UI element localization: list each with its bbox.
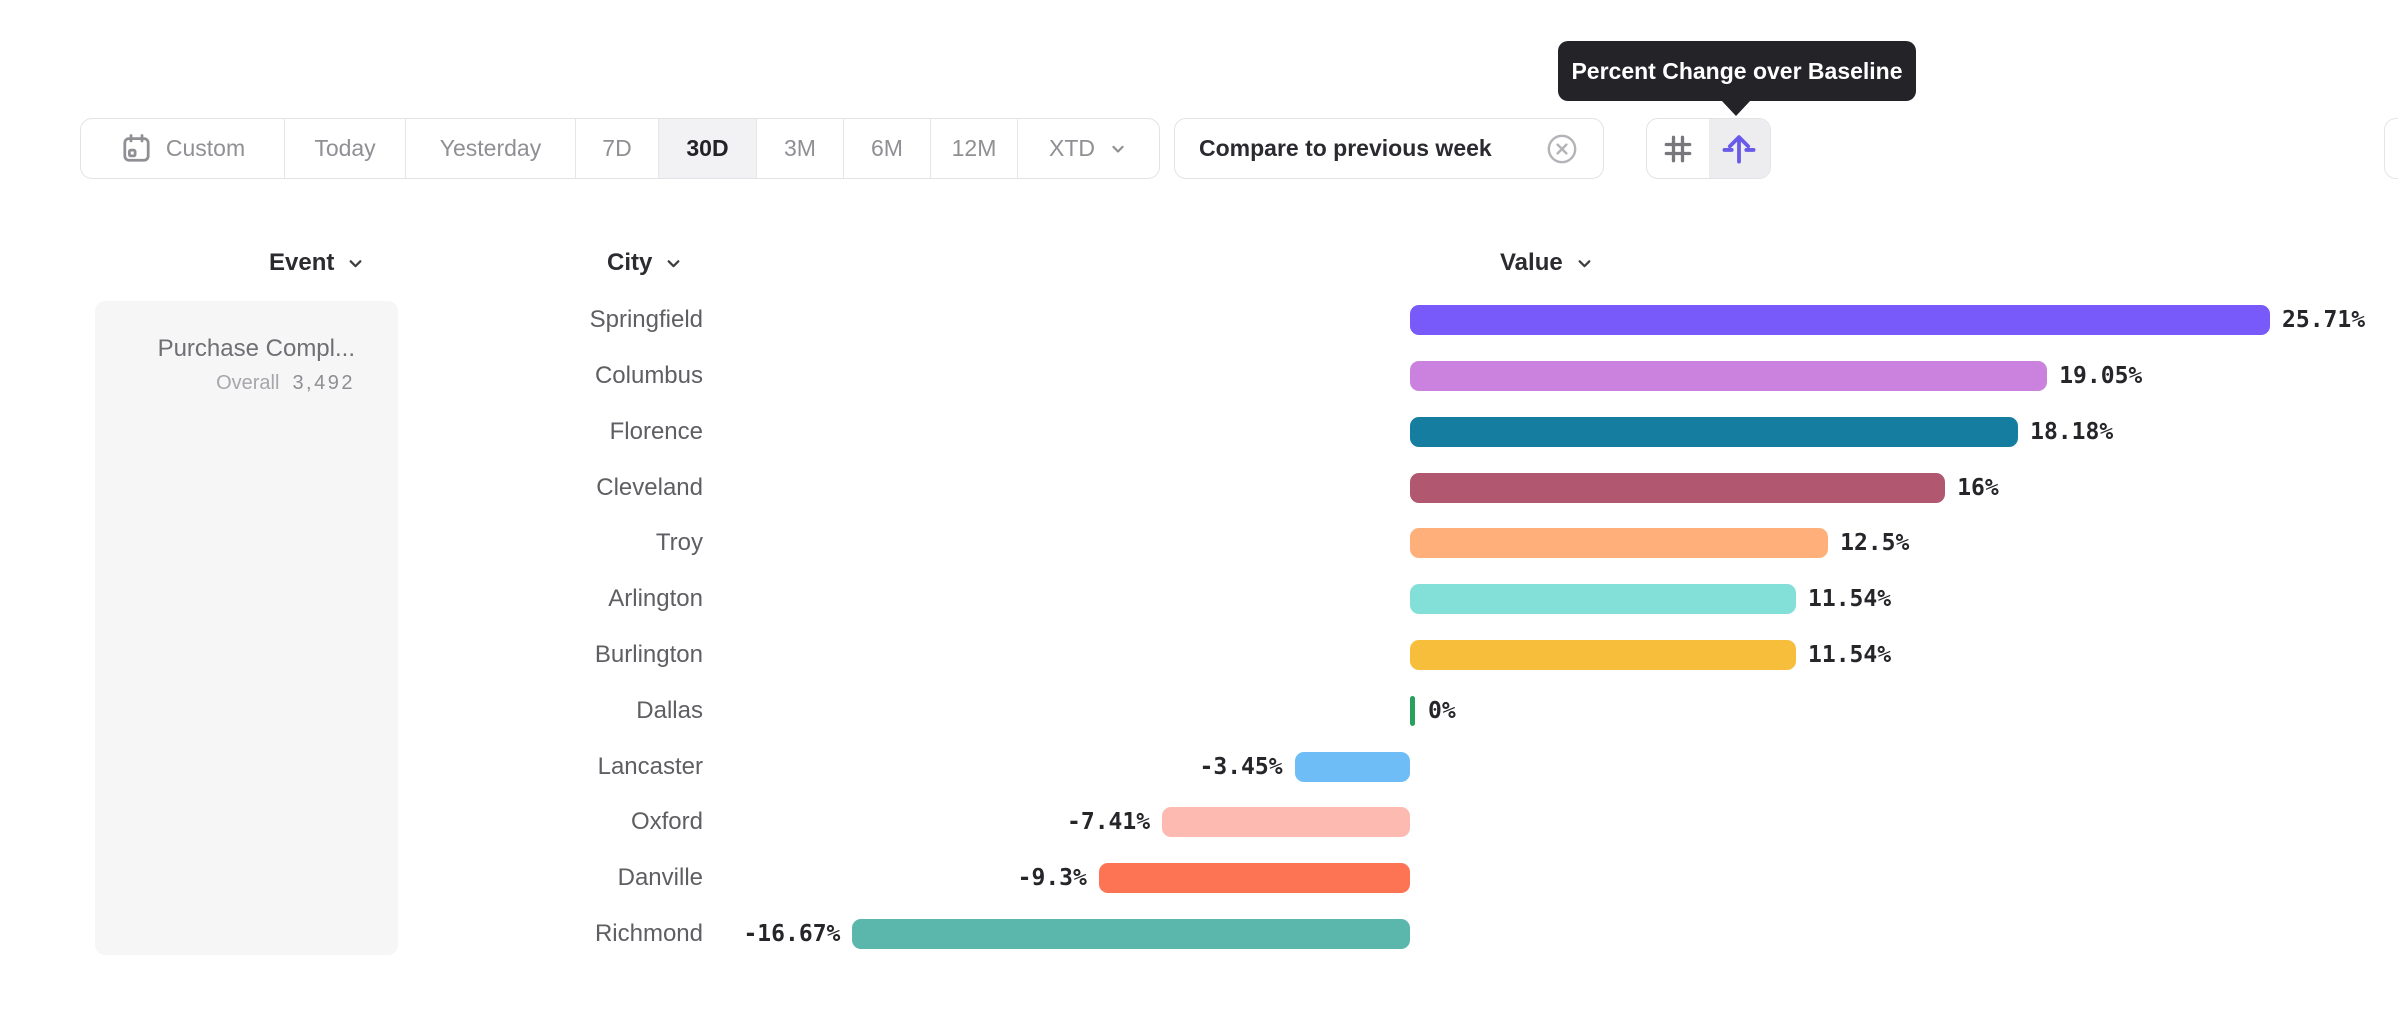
date-range-12m[interactable]: 12M <box>931 119 1018 178</box>
event-panel[interactable]: Purchase Compl... Overall 3,492 <box>95 301 398 955</box>
tooltip-text: Percent Change over Baseline <box>1571 57 1903 84</box>
chart-row-arlington: Arlington 11.54% <box>0 571 2398 627</box>
bar[interactable] <box>1410 360 2048 391</box>
chart-row-oxford: Oxford -7.41% <box>0 794 2398 850</box>
bar[interactable] <box>1410 639 1796 670</box>
chart-row-florence: Florence 18.18% <box>0 404 2398 460</box>
bar[interactable] <box>1410 528 1829 559</box>
date-range-xtd[interactable]: XTD <box>1018 119 1159 178</box>
city-label: Troy <box>655 529 703 557</box>
toolbar: Custom Today Yesterday 7D 30D 3M 6M 12M XTD Comp… <box>0 118 2398 179</box>
calendar-icon <box>123 134 150 162</box>
chevron-down-icon <box>1112 145 1124 153</box>
column-header-event-label: Event <box>269 249 335 276</box>
bar[interactable] <box>1410 472 1946 503</box>
value-label: 11.54% <box>1808 586 1892 613</box>
city-label: Columbus <box>594 361 703 389</box>
chart-row-cleveland: Cleveland 16% <box>0 460 2398 516</box>
city-label: Richmond <box>594 920 703 947</box>
overall-label: Overall <box>216 372 280 394</box>
value-label: -3.45% <box>1199 753 1283 780</box>
chart-row-columbus: Columbus 19.05% <box>0 348 2398 404</box>
event-overall: Overall 3,492 <box>95 371 355 396</box>
value-label: -7.41% <box>1067 809 1151 836</box>
column-header-event[interactable]: Event <box>269 246 366 280</box>
city-label: Danville <box>617 864 703 892</box>
date-range-label: 7D <box>602 135 632 161</box>
chart-row-dallas: Dallas 0% <box>0 683 2398 739</box>
compare-label: Compare to previous week <box>1199 135 1492 161</box>
zero-tick-bar[interactable] <box>1410 695 1415 726</box>
date-range-6m[interactable]: 6M <box>844 119 931 178</box>
bar[interactable] <box>1410 584 1796 615</box>
date-range-3m[interactable]: 3M <box>757 119 844 178</box>
chevron-down-icon <box>667 259 680 267</box>
circle-x-icon[interactable] <box>1545 132 1579 166</box>
tooltip-percent-change: Percent Change over Baseline <box>1558 41 1916 101</box>
bar[interactable] <box>1410 416 2019 447</box>
city-label: Oxford <box>630 808 703 836</box>
date-range-custom[interactable]: Custom <box>81 119 285 178</box>
value-label: 11.54% <box>1808 641 1892 668</box>
event-name: Purchase Compl... <box>157 335 355 362</box>
chart-row-troy: Troy 12.5% <box>0 515 2398 571</box>
value-label: -16.67% <box>743 921 841 947</box>
date-range-label: 3M <box>784 135 816 161</box>
date-range-label: Today <box>314 135 376 161</box>
date-range-30d[interactable]: 30D <box>659 119 757 178</box>
date-range-label: 12M <box>951 135 997 161</box>
value-label: 12.5% <box>1840 530 1910 557</box>
chart-row-lancaster: Lancaster -3.45% <box>0 739 2398 795</box>
tooltip-caret <box>1721 100 1751 116</box>
date-range-label: Custom <box>165 135 246 161</box>
date-range-yesterday[interactable]: Yesterday <box>406 119 576 178</box>
chart-row-springfield: Springfield 25.71% <box>0 292 2398 348</box>
value-label: 16% <box>1957 474 1999 501</box>
chevron-down-icon <box>1578 259 1591 267</box>
bar[interactable] <box>1162 807 1410 838</box>
date-range-label: 6M <box>871 135 903 161</box>
chart-row-richmond: Richmond -16.67% <box>0 906 2398 962</box>
city-label: Dallas <box>636 696 703 724</box>
chart-row-burlington: Burlington 11.54% <box>0 627 2398 683</box>
bar[interactable] <box>1294 751 1410 782</box>
bar[interactable] <box>852 919 1410 949</box>
date-range-7d[interactable]: 7D <box>576 119 659 178</box>
hash-icon[interactable] <box>1647 119 1709 178</box>
chevron-down-icon <box>349 259 362 267</box>
value-label: -9.3% <box>1017 865 1087 892</box>
city-label: Springfield <box>589 306 703 333</box>
column-header-value[interactable]: Value <box>1500 246 1595 280</box>
date-range-label: Yesterday <box>439 135 542 161</box>
column-header-city[interactable]: City <box>607 246 684 280</box>
date-range-control: Custom Today Yesterday 7D 30D 3M 6M 12M XTD <box>80 118 1160 179</box>
overall-value: 3,492 <box>292 372 355 394</box>
column-header-value-label: Value <box>1500 249 1563 276</box>
chart-row-danville: Danville -9.3% <box>0 850 2398 906</box>
city-label: Lancaster <box>597 752 703 780</box>
view-toggle-group <box>1646 118 1771 179</box>
date-range-label: XTD <box>1049 135 1095 161</box>
city-label: Arlington <box>608 585 703 613</box>
date-range-label: 30D <box>686 135 729 161</box>
column-header-city-label: City <box>607 249 653 276</box>
compare-pill[interactable]: Compare to previous week <box>1174 118 1604 179</box>
bar[interactable] <box>1410 305 2270 335</box>
percent-change-baseline-icon[interactable] <box>1708 119 1770 178</box>
bar[interactable] <box>1098 863 1410 894</box>
value-label: 18.18% <box>2030 418 2114 445</box>
value-label: 25.71% <box>2282 307 2366 333</box>
city-label: Burlington <box>594 640 703 668</box>
city-label: Cleveland <box>596 473 703 501</box>
value-label: 0% <box>1428 697 1456 724</box>
value-label: 19.05% <box>2059 362 2143 389</box>
date-range-today[interactable]: Today <box>285 119 406 178</box>
city-label: Florence <box>609 417 703 445</box>
